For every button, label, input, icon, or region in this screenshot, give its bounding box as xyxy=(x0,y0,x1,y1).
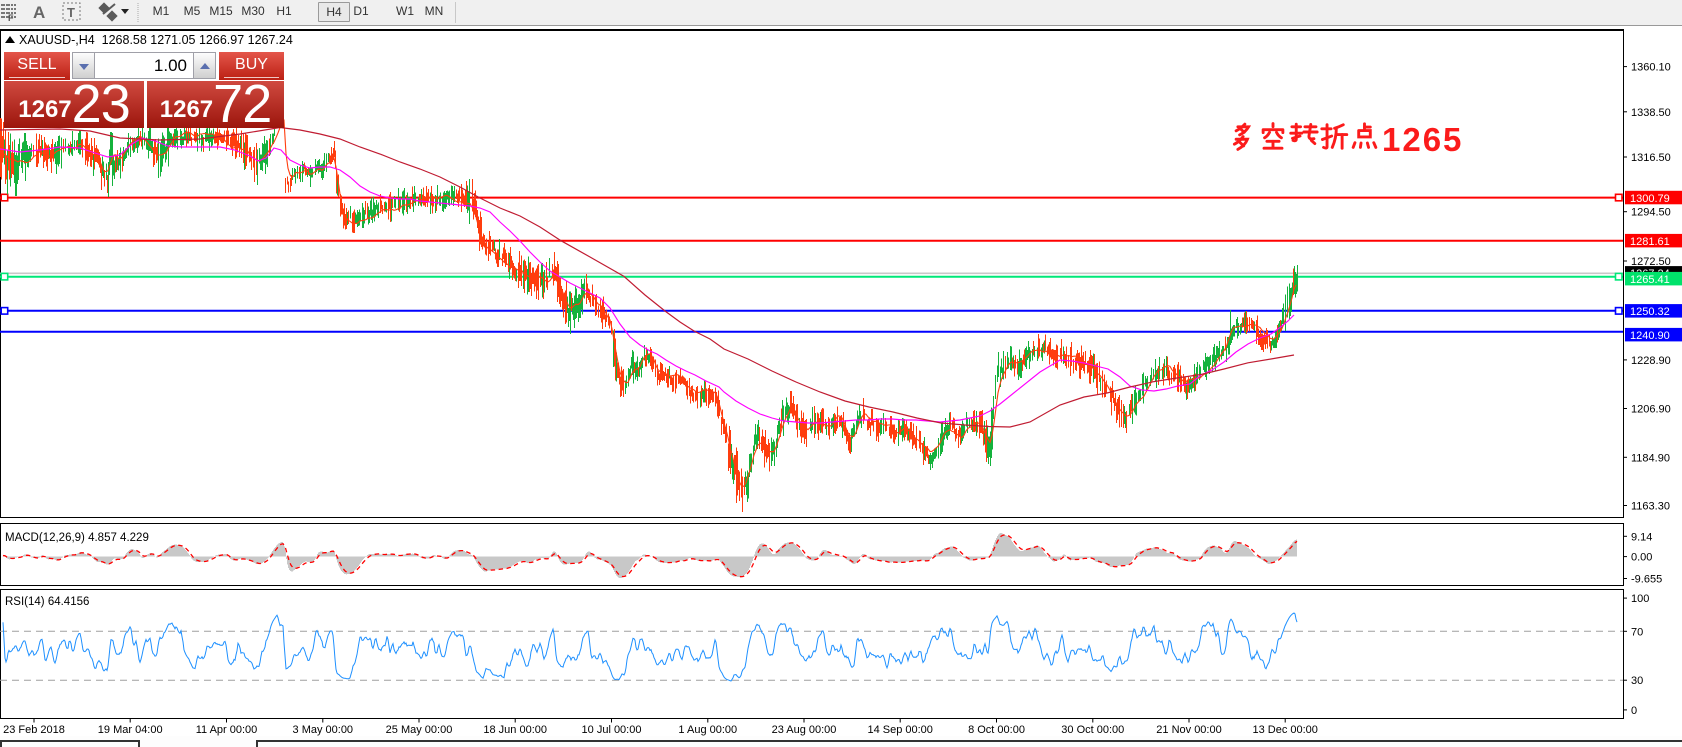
svg-text:1281.61: 1281.61 xyxy=(1630,236,1670,248)
svg-text:0.00: 0.00 xyxy=(1631,552,1652,564)
svg-text:1206.90: 1206.90 xyxy=(1631,404,1671,416)
svg-text:100: 100 xyxy=(1631,593,1649,605)
svg-text:3 May 00:00: 3 May 00:00 xyxy=(293,724,354,736)
svg-text:14 Sep 00:00: 14 Sep 00:00 xyxy=(867,724,932,736)
svg-text:23 Feb 2018: 23 Feb 2018 xyxy=(3,724,65,736)
svg-text:30 Oct 00:00: 30 Oct 00:00 xyxy=(1061,724,1124,736)
svg-text:0: 0 xyxy=(1631,705,1637,717)
svg-text:-9.655: -9.655 xyxy=(1631,574,1662,586)
svg-text:13 Dec 00:00: 13 Dec 00:00 xyxy=(1252,724,1317,736)
svg-text:1 Aug 00:00: 1 Aug 00:00 xyxy=(678,724,737,736)
svg-text:1316.50: 1316.50 xyxy=(1631,152,1671,164)
svg-text:1294.50: 1294.50 xyxy=(1631,207,1671,219)
svg-text:1163.30: 1163.30 xyxy=(1631,501,1670,513)
svg-text:18 Jun 00:00: 18 Jun 00:00 xyxy=(483,724,547,736)
svg-text:1250.32: 1250.32 xyxy=(1630,306,1670,318)
svg-text:10 Jul 00:00: 10 Jul 00:00 xyxy=(582,724,642,736)
svg-text:1240.90: 1240.90 xyxy=(1630,330,1670,342)
svg-text:23 Aug 00:00: 23 Aug 00:00 xyxy=(772,724,837,736)
svg-text:8 Oct 00:00: 8 Oct 00:00 xyxy=(968,724,1025,736)
svg-text:MACD(12,26,9) 4.857 4.229: MACD(12,26,9) 4.857 4.229 xyxy=(5,532,149,544)
svg-text:T: T xyxy=(67,5,75,20)
svg-text:1265.41: 1265.41 xyxy=(1630,274,1670,286)
svg-text:1184.90: 1184.90 xyxy=(1631,452,1670,464)
svg-text:11 Apr 00:00: 11 Apr 00:00 xyxy=(196,724,258,736)
svg-text:70: 70 xyxy=(1631,626,1643,638)
svg-text:21 Nov 00:00: 21 Nov 00:00 xyxy=(1156,724,1221,736)
svg-text:9.14: 9.14 xyxy=(1631,531,1652,543)
svg-text:F: F xyxy=(8,13,14,23)
svg-text:19 Mar 04:00: 19 Mar 04:00 xyxy=(98,724,163,736)
svg-text:1300.79: 1300.79 xyxy=(1630,193,1670,205)
svg-text:25 May 00:00: 25 May 00:00 xyxy=(386,724,453,736)
svg-text:A: A xyxy=(33,3,45,22)
svg-text:1265: 1265 xyxy=(1382,121,1463,158)
svg-text:RSI(14) 64.4156: RSI(14) 64.4156 xyxy=(5,596,89,608)
svg-text:1228.90: 1228.90 xyxy=(1631,355,1671,367)
svg-text:1360.10: 1360.10 xyxy=(1631,62,1671,74)
svg-text:1272.50: 1272.50 xyxy=(1631,256,1671,268)
svg-text:1338.50: 1338.50 xyxy=(1631,107,1671,119)
svg-text:30: 30 xyxy=(1631,675,1643,687)
